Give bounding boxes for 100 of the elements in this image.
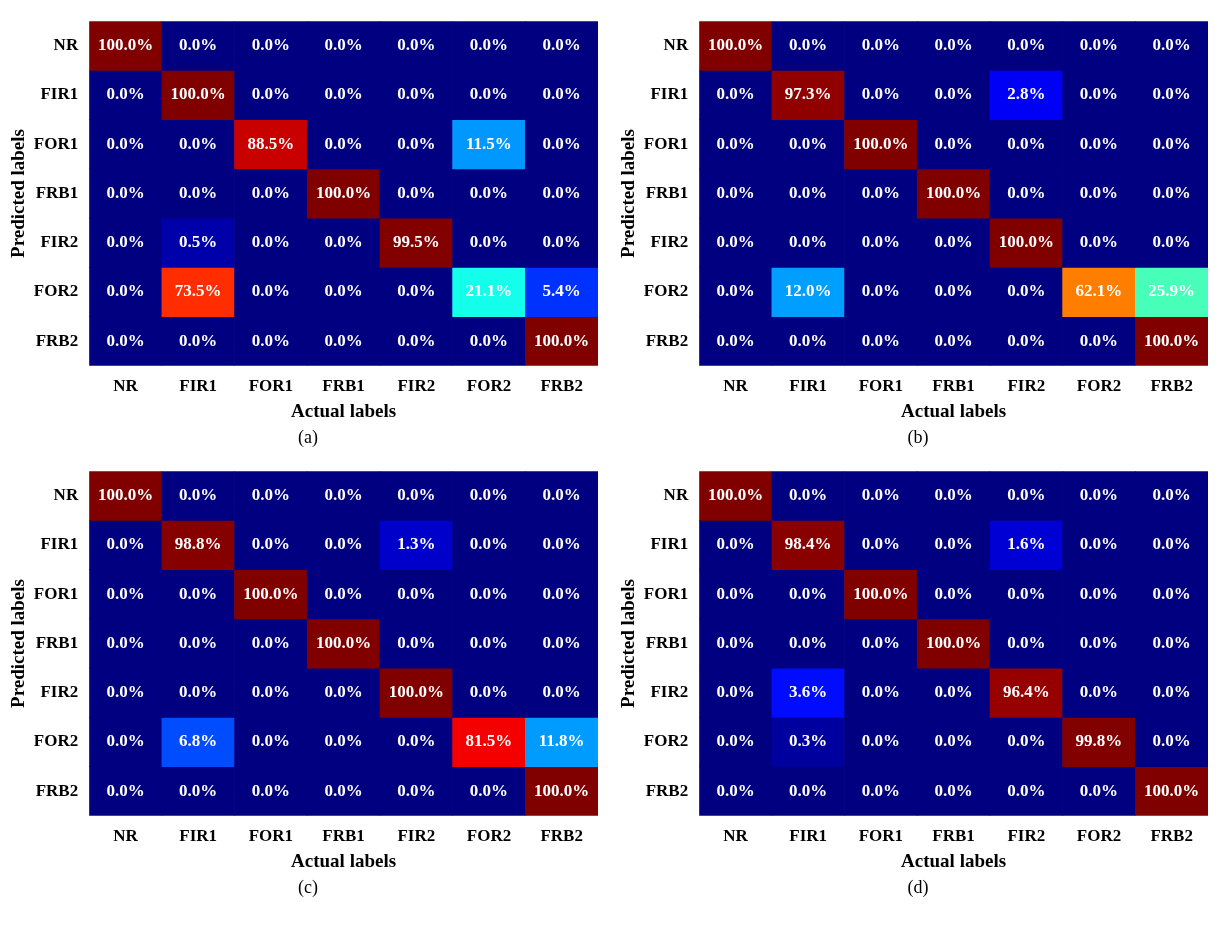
data-label: 0.0% xyxy=(861,281,901,301)
y-tick-label: FRB2 xyxy=(645,330,689,350)
data-label: 0.0% xyxy=(179,330,218,350)
data-label: 0.0% xyxy=(861,232,901,252)
data-label: 0.0% xyxy=(716,682,755,702)
data-label: 0.0% xyxy=(106,682,145,702)
data-label: 0.0% xyxy=(716,133,755,153)
y-tick-label: NR xyxy=(53,485,79,505)
data-label: 2.8% xyxy=(1007,84,1046,104)
x-tick-label: FOR1 xyxy=(858,826,904,846)
y-tick-label: FIR2 xyxy=(40,232,79,252)
data-label: 0.0% xyxy=(1152,35,1191,55)
data-label: 0.0% xyxy=(324,534,363,554)
text: (b) xyxy=(907,427,929,448)
data-label: 100.0% xyxy=(170,84,226,104)
data-label: 0.0% xyxy=(397,485,436,505)
data-label: 21.1% xyxy=(465,281,513,301)
data-label: 0.0% xyxy=(1152,583,1191,603)
y-tick-label: FRB2 xyxy=(645,780,689,800)
data-label: 0.0% xyxy=(324,330,363,350)
data-label: 62.1% xyxy=(1075,281,1123,301)
y-axis-title: Predicted labels xyxy=(7,129,29,258)
data-label: 96.4% xyxy=(1002,682,1050,702)
data-label: 98.8% xyxy=(174,534,222,554)
data-label: 0.0% xyxy=(397,583,436,603)
data-label: 0.0% xyxy=(934,780,973,800)
data-label: 0.0% xyxy=(934,330,973,350)
data-label: 0.0% xyxy=(469,35,509,55)
data-label: 0.0% xyxy=(1079,485,1119,505)
data-label: 0.0% xyxy=(1079,133,1119,153)
data-label: 0.0% xyxy=(1079,84,1119,104)
data-label: 0.0% xyxy=(1079,182,1119,202)
y-tick-label: FOR2 xyxy=(643,731,689,751)
data-label: 0.0% xyxy=(542,682,581,702)
data-label: 0.0% xyxy=(251,780,291,800)
data-label: 0.0% xyxy=(1152,731,1191,751)
data-label: 0.0% xyxy=(251,632,291,652)
text: (c) xyxy=(298,877,318,898)
data-label: 0.0% xyxy=(542,133,581,153)
data-label: 0.0% xyxy=(397,84,436,104)
data-label: 0.0% xyxy=(542,632,581,652)
x-tick-label: NR xyxy=(723,376,749,396)
data-label: 0.0% xyxy=(1079,780,1119,800)
x-tick-label: FIR2 xyxy=(1007,826,1046,846)
data-label: 0.0% xyxy=(861,35,901,55)
data-label: 0.0% xyxy=(934,232,973,252)
y-tick-label: FIR1 xyxy=(40,84,79,104)
y-tick-label: FIR2 xyxy=(40,682,79,702)
data-label: 0.0% xyxy=(106,84,145,104)
data-label: 0.0% xyxy=(789,330,828,350)
data-label: 0.0% xyxy=(106,182,145,202)
data-label: 0.3% xyxy=(789,731,828,751)
data-label: 0.0% xyxy=(861,731,901,751)
data-label: 0.0% xyxy=(179,35,218,55)
data-label: 0.0% xyxy=(1007,780,1046,800)
y-axis-title: Predicted labels xyxy=(617,129,639,258)
x-tick-label: FRB2 xyxy=(540,376,583,396)
data-label: 0.0% xyxy=(106,232,145,252)
x-tick-label: FIR1 xyxy=(789,826,828,846)
data-label: 0.0% xyxy=(1079,534,1119,554)
data-label: 100.0% xyxy=(315,632,372,652)
data-label: 0.0% xyxy=(1152,232,1191,252)
text: (a) xyxy=(298,427,318,448)
data-label: 0.0% xyxy=(469,84,509,104)
x-tick-label: FIR1 xyxy=(179,826,218,846)
data-label: 0.0% xyxy=(469,583,509,603)
data-label: 0.0% xyxy=(251,485,291,505)
data-label: 0.0% xyxy=(179,682,218,702)
x-tick-label: FRB1 xyxy=(932,826,975,846)
data-label: 0.0% xyxy=(1152,485,1191,505)
data-label: 0.0% xyxy=(469,182,509,202)
data-label: 100.0% xyxy=(998,232,1054,252)
data-label: 81.5% xyxy=(465,731,513,751)
y-tick-label: NR xyxy=(53,35,79,55)
data-label: 0.0% xyxy=(789,632,828,652)
data-label: 0.0% xyxy=(934,281,973,301)
data-label: 25.9% xyxy=(1148,281,1196,301)
data-label: 0.0% xyxy=(861,780,901,800)
data-label: 0.0% xyxy=(324,281,363,301)
data-label: 0.0% xyxy=(251,731,291,751)
data-label: 0.0% xyxy=(861,330,901,350)
x-tick-label: FOR2 xyxy=(1076,376,1122,396)
data-label: 0.0% xyxy=(469,534,509,554)
data-label: 100.0% xyxy=(534,780,590,800)
data-label: 0.0% xyxy=(106,583,145,603)
data-label: 0.0% xyxy=(106,534,145,554)
data-label: 0.0% xyxy=(397,133,436,153)
data-label: 0.0% xyxy=(397,780,436,800)
x-tick-label: FRB2 xyxy=(540,826,583,846)
data-label: 0.0% xyxy=(861,632,901,652)
data-label: 0.0% xyxy=(469,780,509,800)
data-label: 0.0% xyxy=(1007,35,1046,55)
data-label: 0.0% xyxy=(324,682,363,702)
data-label: 0.0% xyxy=(397,182,436,202)
data-label: 0.0% xyxy=(542,534,581,554)
data-label: 0.0% xyxy=(179,780,218,800)
data-label: 0.0% xyxy=(469,632,509,652)
data-label: 100.0% xyxy=(925,632,982,652)
data-label: 73.5% xyxy=(174,281,222,301)
y-tick-label: FOR1 xyxy=(643,133,689,153)
